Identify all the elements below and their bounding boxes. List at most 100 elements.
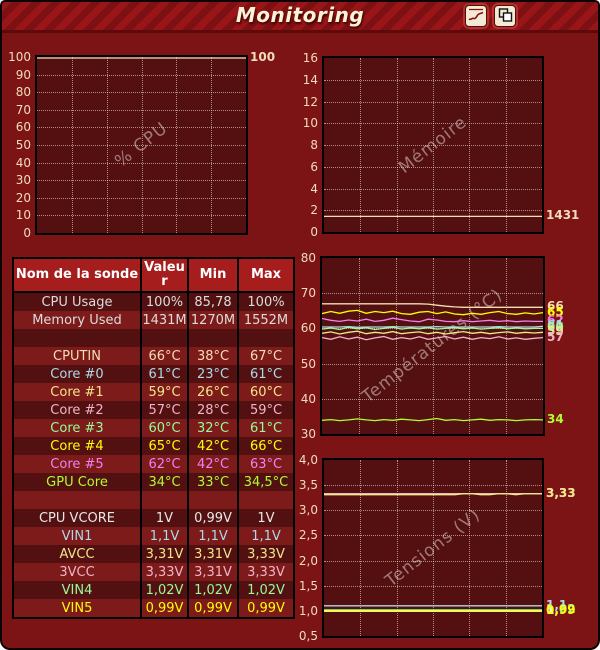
- vertical-gridline: [360, 460, 362, 636]
- table-row: VIN5 0,99V 0,99V 0,99V: [12, 599, 295, 618]
- sensor-max-cell: 63°C: [237, 455, 295, 473]
- sensor-name-cell: Memory Used: [12, 311, 142, 329]
- sensor-name-cell: Core #1: [12, 383, 142, 401]
- table-row: GPU Core 34°C 33°C 34,5°C: [12, 473, 295, 491]
- sensor-min-cell: 28°C: [187, 401, 239, 419]
- cpu-plot: % CPU: [37, 57, 246, 233]
- line-chart-button[interactable]: [465, 5, 487, 27]
- vertical-gridline: [211, 57, 213, 233]
- y-axis-tick-label: 0,5: [298, 629, 318, 643]
- table-row: Core #5 62°C 42°C 63°C: [12, 455, 295, 473]
- temperatures-series-svg: [322, 303, 543, 422]
- series-value-label: 100: [250, 50, 276, 64]
- y-axis-tick-label: 4: [310, 181, 318, 196]
- series-line-avcc: [324, 493, 542, 496]
- vertical-gridline: [360, 58, 362, 232]
- sensor-max-cell: 3,33V: [237, 545, 295, 563]
- sensor-name-cell: VIN1: [12, 527, 142, 545]
- vertical-gridline: [433, 460, 434, 636]
- sensor-name-cell: VIN5: [12, 599, 142, 618]
- sensor-min-cell: [187, 329, 239, 347]
- table-row: VIN1 1,1V 1,1V 1,1V: [12, 527, 295, 545]
- vertical-gridline: [469, 58, 471, 232]
- sensor-min-cell: 23°C: [187, 365, 239, 383]
- y-axis-tick-label: 60: [300, 321, 316, 336]
- y-axis-tick-label: 60: [15, 120, 31, 135]
- sensor-value-cell: 1V: [140, 509, 189, 527]
- sensor-table-header: Nom de la sonde Valeur Min Max: [12, 257, 295, 293]
- table-row: Core #0 61°C 23°C 61°C: [12, 365, 295, 383]
- sensor-value-cell: 100%: [140, 292, 189, 311]
- series-value-label: 1,1: [546, 597, 568, 612]
- tensions-plot: Tensions (V): [324, 460, 542, 636]
- vertical-gridline: [505, 460, 507, 636]
- sensor-value-cell: 61°C: [140, 365, 189, 383]
- sensor-value-cell: [140, 329, 189, 347]
- sensor-name-cell: Core #5: [12, 455, 142, 473]
- sensor-value-cell: 0,99V: [140, 599, 189, 618]
- series-value-label: 3,33: [546, 485, 576, 500]
- y-axis-tick-label: 40: [15, 155, 31, 170]
- sensor-name-cell: Core #2: [12, 401, 142, 419]
- vertical-gridline: [469, 258, 471, 434]
- series-value-label: 1,02: [546, 601, 576, 616]
- sensor-min-cell: 0,99V: [187, 599, 239, 618]
- memory-chart: Mémoire 16 14 12 10 8 6 4 2 0 1431: [303, 51, 580, 239]
- overlapping-windows-button[interactable]: [494, 5, 516, 27]
- y-axis-tick-label: 80: [15, 85, 31, 100]
- sensor-max-cell: 60°C: [237, 383, 295, 401]
- sensor-max-cell: 1,1V: [237, 527, 295, 545]
- series-value-label: 62: [547, 313, 564, 328]
- series-line-core-3: [322, 326, 543, 331]
- sensor-name-cell: Core #4: [12, 437, 142, 455]
- series-line-gpu-core: [322, 417, 543, 422]
- titlebar-buttons: [465, 5, 516, 27]
- table-row: CPUTIN 66°C 38°C 67°C: [12, 347, 295, 365]
- y-axis-tick-label: 30: [15, 173, 31, 188]
- sensor-value-cell: 1,02V: [140, 581, 189, 599]
- sensor-value-cell: 57°C: [140, 401, 189, 419]
- table-row: 3VCC 3,33V 3,31V 3,33V: [12, 563, 295, 581]
- y-axis-tick-label: 8: [310, 138, 318, 152]
- vertical-gridline: [396, 58, 398, 232]
- vertical-gridline: [396, 460, 398, 636]
- vertical-gridline: [433, 58, 434, 232]
- series-value-label: 0,99: [546, 603, 576, 618]
- sensor-max-cell: 61°C: [237, 365, 295, 383]
- series-value-label: 66: [547, 299, 564, 314]
- series-value-label: 3,33: [546, 485, 576, 500]
- column-header: Valeur: [140, 257, 189, 293]
- series-line-core-2: [322, 335, 543, 341]
- sensor-max-cell: 3,33V: [237, 563, 295, 581]
- y-axis-tick-label: 20: [15, 190, 31, 205]
- y-axis-tick-label: 50: [15, 138, 31, 152]
- sensor-min-cell: 0,99V: [187, 509, 239, 527]
- cpu-series-svg: [37, 57, 246, 59]
- series-line-core-4: [322, 309, 543, 316]
- y-axis-tick-label: 90: [15, 67, 31, 82]
- sensor-max-cell: 1V: [237, 509, 295, 527]
- y-axis-tick-label: 12: [302, 94, 318, 109]
- sensor-min-cell: 38°C: [187, 347, 239, 365]
- table-row: Core #3 60°C 32°C 61°C: [12, 419, 295, 437]
- sensor-name-cell: CPU Usage: [12, 292, 142, 311]
- memory-series-svg: [324, 215, 542, 218]
- column-header: Min: [187, 257, 239, 293]
- y-axis-tick-label: 10: [15, 208, 31, 223]
- sensor-max-cell: 59°C: [237, 401, 295, 419]
- sensor-max-cell: 1,02V: [237, 581, 295, 599]
- vertical-gridline: [141, 57, 143, 233]
- series-value-label: 65: [547, 304, 564, 319]
- sensor-name-cell: CPU VCORE: [12, 509, 142, 527]
- sensor-min-cell: 1270M: [187, 311, 239, 329]
- y-axis-tick-label: 4,0: [298, 453, 318, 467]
- cpu-chart: % CPU 100 90 80 70 60 50 40 30 20 10 0 100: [8, 50, 275, 240]
- sensor-value-cell: [140, 491, 189, 509]
- sensor-value-cell: 1,1V: [140, 527, 189, 545]
- overlapping-windows-icon: [496, 6, 514, 27]
- y-axis-tick-label: 0: [310, 225, 318, 239]
- vertical-gridline: [506, 258, 508, 434]
- table-row: CPU VCORE 1V 0,99V 1V: [12, 509, 295, 527]
- y-axis-tick-label: 3,0: [298, 503, 318, 518]
